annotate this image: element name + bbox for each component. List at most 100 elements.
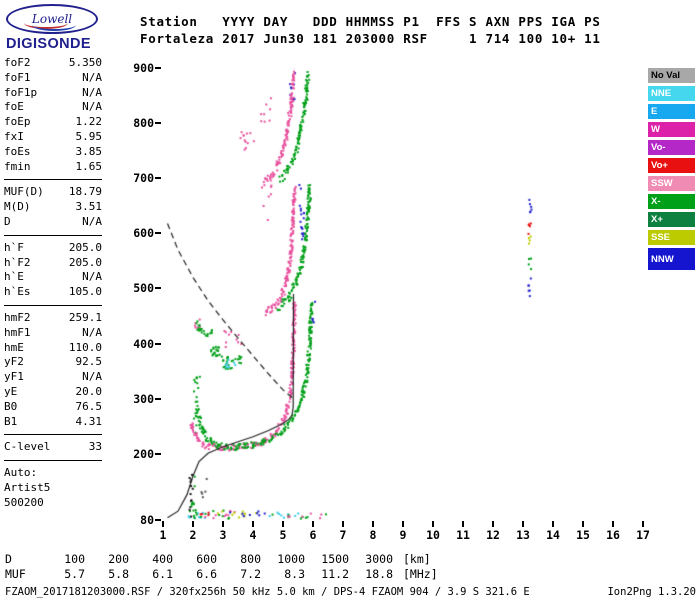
param-value: N/A — [82, 214, 102, 228]
muf-row-value: 6.6 — [196, 567, 217, 581]
x-axis-tick — [642, 521, 644, 527]
muf-row-value: 200 — [108, 552, 129, 566]
param-label: h`F — [4, 240, 24, 254]
y-axis-tick — [155, 452, 161, 455]
param-label: 500200 — [4, 495, 44, 509]
param-row-fof1p: foF1p N/A — [4, 86, 102, 101]
legend-item-ssw: SSW — [648, 176, 695, 191]
param-row-b0: B0 76.5 — [4, 400, 102, 415]
x-axis-label-10: 10 — [426, 528, 440, 542]
legend-item-e: E — [648, 104, 695, 119]
logo-swoosh-blue-icon — [32, 19, 76, 31]
param-value: 105.0 — [68, 285, 102, 299]
legend-item-nne: NNE — [648, 86, 695, 101]
legend-item-x: X+ — [648, 212, 695, 227]
param-value: 76.5 — [75, 399, 103, 413]
parameter-panel: foF2 5.350 foF1 N/A foF1p N/A foE N/A foEp 1.22 fx… — [4, 56, 102, 511]
x-axis-label-2: 2 — [189, 528, 197, 542]
x-axis-tick — [612, 521, 614, 527]
x-axis-label-16: 16 — [606, 528, 620, 542]
param-row-500200: 500200 — [4, 496, 102, 511]
param-value: 5.350 — [68, 56, 102, 69]
muf-row-value: 1500 — [321, 552, 349, 566]
y-axis-tick — [155, 67, 161, 69]
legend-item-vo: Vo+ — [648, 158, 695, 173]
x-axis-label-13: 13 — [516, 528, 530, 542]
param-value: 92.5 — [75, 355, 103, 369]
param-label: D — [4, 214, 11, 228]
y-axis-label-600: 600 — [133, 226, 154, 241]
param-value: N/A — [82, 325, 102, 339]
param-value: 205.0 — [68, 255, 102, 269]
x-axis-label-3: 3 — [219, 528, 227, 542]
param-value: 205.0 — [68, 240, 102, 254]
x-axis-label-12: 12 — [486, 528, 500, 542]
param-row-foep: foEp 1.22 — [4, 115, 102, 130]
param-row-fof1: foF1 N/A — [4, 71, 102, 86]
muf-row-value: 18.8 — [365, 567, 393, 581]
param-value: 33 — [88, 440, 102, 454]
param-divider — [4, 179, 102, 181]
muf-row-value: 11.2 — [321, 567, 349, 581]
param-row-ye: yE 20.0 — [4, 385, 102, 400]
param-row-hmf1: hmF1 N/A — [4, 326, 102, 341]
param-label: foEs — [4, 144, 31, 158]
x-axis-tick — [552, 521, 554, 527]
x-axis-tick — [522, 521, 524, 527]
x-axis-label-5: 5 — [279, 528, 287, 542]
param-row-d: D N/A — [4, 215, 102, 230]
x-axis-tick — [252, 521, 254, 527]
param-value: 18.79 — [68, 185, 102, 199]
y-axis-tick — [155, 232, 161, 235]
muf-row-value: 5.7 — [64, 567, 85, 581]
muf-row-value: 6.1 — [152, 567, 173, 581]
param-row-hes: h`Es 105.0 — [4, 285, 102, 300]
param-divider — [4, 460, 102, 462]
param-divider — [4, 234, 102, 236]
status-line: FZAOM_2017181203000.RSF / 320fx256h 50 k… — [5, 586, 696, 598]
param-row-clevel: C-level 33 — [4, 440, 102, 455]
x-axis-tick — [582, 521, 584, 527]
param-row-mufd: MUF(D) 18.79 — [4, 185, 102, 200]
param-label: Auto: — [4, 466, 38, 480]
param-value: 1.22 — [75, 115, 103, 129]
param-row-fof2: foF2 5.350 — [4, 56, 102, 71]
status-program-version: Ion2Png 1.3.20 — [607, 586, 696, 598]
param-value: N/A — [82, 270, 102, 284]
param-label: yE — [4, 384, 18, 398]
param-label: Artist5 — [4, 480, 51, 494]
param-divider — [4, 304, 102, 306]
param-row-md: M(D) 3.51 — [4, 200, 102, 215]
logo-lowell-text: Lowell — [31, 12, 73, 26]
y-axis-tick — [155, 287, 161, 290]
x-axis-label-7: 7 — [339, 528, 347, 542]
param-label: foE — [4, 100, 24, 114]
muf-row-value: 5.8 — [108, 567, 129, 581]
param-row-b1: B1 4.31 — [4, 415, 102, 430]
y-axis-tick — [155, 122, 161, 125]
param-label: hmE — [4, 340, 24, 354]
x-axis-label-11: 11 — [456, 528, 470, 542]
x-axis-label-17: 17 — [636, 528, 650, 542]
x-axis-label-14: 14 — [546, 528, 560, 542]
x-axis-label-1: 1 — [159, 528, 167, 542]
param-row-hmf2: hmF2 259.1 — [4, 311, 102, 326]
param-row-artist5: Artist5 — [4, 481, 102, 496]
x-axis-tick — [312, 521, 314, 527]
y-axis-tick — [155, 342, 161, 345]
param-value: 1.65 — [75, 159, 103, 173]
y-axis-label-200: 200 — [133, 446, 154, 461]
param-row-foe: foE N/A — [4, 100, 102, 115]
param-value: N/A — [82, 370, 102, 384]
x-axis-label-9: 9 — [399, 528, 407, 542]
param-row-auto: Auto: — [4, 466, 102, 481]
param-label: C-level — [4, 440, 51, 454]
y-axis-tick — [155, 519, 161, 521]
param-label: foF1p — [4, 85, 38, 99]
legend-item-x: X- — [648, 194, 695, 209]
param-label: h`Es — [4, 285, 31, 299]
muf-distance-table: D 100 200 400 600 800 1000 1500 3000 [km] MUF 5.7 5.… — [5, 552, 438, 582]
param-label: yF1 — [4, 370, 24, 384]
param-row-he: h`E N/A — [4, 270, 102, 285]
